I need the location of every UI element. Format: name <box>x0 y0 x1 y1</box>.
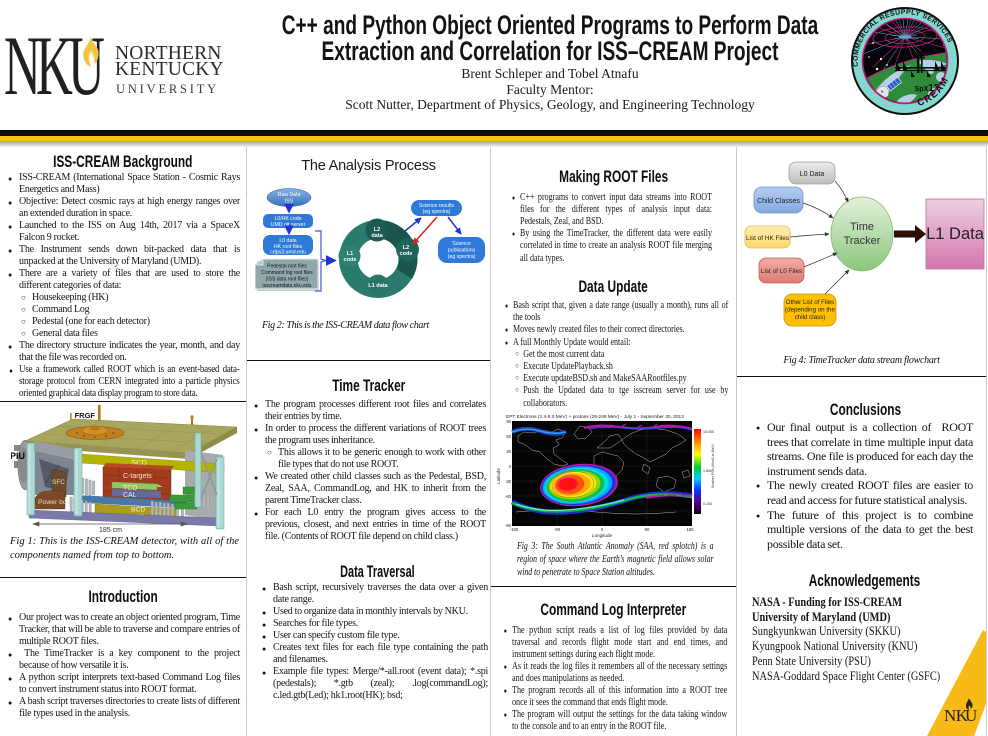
svg-text:Tracker: Tracker <box>844 235 881 247</box>
svg-text:Power boxes: Power boxes <box>38 499 78 506</box>
svg-text:90: 90 <box>645 527 650 532</box>
svg-text:isscreamdata.nku.edu: isscreamdata.nku.edu <box>263 283 312 289</box>
svg-text:FRGF: FRGF <box>75 411 96 420</box>
svg-text:(eg spectra): (eg spectra) <box>423 209 451 215</box>
svg-text:NK: NK <box>944 706 969 725</box>
svg-text:L2: L2 <box>403 245 410 251</box>
svg-text:10.000: 10.000 <box>703 430 714 434</box>
svg-text:EPT Electrons (2.4-8.0 MeV) +: EPT Electrons (2.4-8.0 MeV) + protons (2… <box>506 414 684 420</box>
svg-text:-90: -90 <box>505 523 512 528</box>
svg-text:180: 180 <box>687 527 695 532</box>
svg-text:L0 data: L0 data <box>279 238 296 244</box>
svg-text:L2: L2 <box>374 227 381 233</box>
svg-text:L1 data: L1 data <box>368 283 388 289</box>
svg-text:List of L0 Files: List of L0 Files <box>761 268 802 275</box>
svg-text:Science results: Science results <box>419 203 455 209</box>
svg-text:code: code <box>399 251 412 257</box>
svg-text:(depending on the: (depending on the <box>785 307 835 314</box>
svg-text:-180: -180 <box>510 527 519 532</box>
svg-text:90: 90 <box>506 419 511 424</box>
svg-text:TCD: TCD <box>123 485 137 492</box>
svg-text:60: 60 <box>506 434 511 439</box>
svg-text:Number Flux (#/cm2-sr-MeV): Number Flux (#/cm2-sr-MeV) <box>711 444 715 488</box>
svg-text:Latitude: Latitude <box>496 468 501 484</box>
svg-text:HK root files: HK root files <box>274 244 303 250</box>
svg-text:Science: Science <box>452 241 471 247</box>
svg-text:SpX12: SpX12 <box>915 83 940 94</box>
svg-text:L1 Data: L1 Data <box>926 225 985 243</box>
svg-text:L0 Data: L0 Data <box>800 171 825 178</box>
svg-text:CAL: CAL <box>123 492 137 499</box>
svg-text:1.800: 1.800 <box>703 469 712 473</box>
svg-text:child class): child class) <box>795 314 826 321</box>
svg-text:List of HK Files: List of HK Files <box>746 235 789 242</box>
svg-text:-60: -60 <box>505 494 512 499</box>
svg-text:0.100: 0.100 <box>703 502 712 506</box>
svg-text:C-targets: C-targets <box>123 473 152 480</box>
svg-text:cdps3.umd.edu: cdps3.umd.edu <box>270 250 306 256</box>
svg-text:UMD git server: UMD git server <box>271 222 306 228</box>
svg-text:PIU: PIU <box>11 451 25 461</box>
svg-text:Time: Time <box>850 221 874 233</box>
svg-text:Raw Data: Raw Data <box>278 192 301 198</box>
svg-text:Command log root files: Command log root files <box>261 270 313 276</box>
svg-text:SCD: SCD <box>131 458 147 467</box>
svg-text:Pedestal root files: Pedestal root files <box>267 264 307 270</box>
svg-text:data: data <box>371 233 383 239</box>
svg-text:0: 0 <box>509 464 512 469</box>
svg-text:(eg spectra): (eg spectra) <box>448 254 476 260</box>
svg-text:publications: publications <box>448 248 476 254</box>
svg-text:(ISS data root files): (ISS data root files) <box>266 277 309 283</box>
svg-text:-90: -90 <box>554 527 561 532</box>
svg-text:L1: L1 <box>347 251 354 257</box>
svg-text:30: 30 <box>506 449 511 454</box>
svg-text:U: U <box>965 706 977 725</box>
svg-text:code: code <box>343 257 356 263</box>
svg-text:Longitude: Longitude <box>592 533 613 538</box>
svg-text:SFC: SFC <box>52 479 65 486</box>
svg-text:Child Classes: Child Classes <box>757 198 800 205</box>
svg-text:185 cm: 185 cm <box>99 527 122 533</box>
svg-text:Other List of Files: Other List of Files <box>786 299 835 306</box>
svg-text:BCD: BCD <box>131 507 145 514</box>
svg-text:-30: -30 <box>505 479 512 484</box>
svg-text:ISS: ISS <box>285 199 294 205</box>
svg-text:0: 0 <box>601 527 604 532</box>
svg-text:L0/HK code: L0/HK code <box>274 216 301 222</box>
